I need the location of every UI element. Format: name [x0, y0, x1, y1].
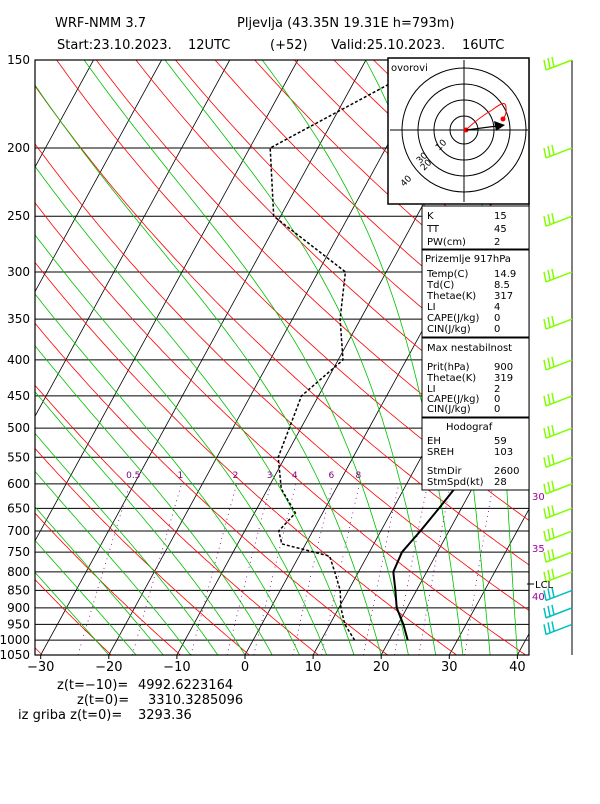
surface-td-label: Td(C) [426, 280, 454, 291]
stmspd-label: StmSpd(kt) [427, 477, 484, 488]
start-date: Start:23.10.2023. [57, 38, 172, 53]
unstable-cin-value: 0 [494, 404, 500, 415]
pressure-tick-label: 750 [7, 545, 30, 559]
pw-label: PW(cm) [427, 237, 466, 248]
temperature-tick-label: −30 [27, 660, 54, 675]
station-title: Pljevlja (43.35N 19.31E h=793m) [237, 16, 454, 31]
unstable-thetae-value: 319 [494, 373, 513, 384]
temperature-tick-label: 30 [441, 660, 458, 675]
pressure-tick-label: 550 [7, 450, 30, 464]
unstable-thetae-label: Thetae(K) [426, 373, 476, 384]
mixing-ratio-label: 2 [233, 471, 239, 481]
footer-line3-label: iz griba z(t=0)= [18, 708, 122, 723]
pressure-tick-label: 650 [7, 501, 30, 515]
pressure-tick-label: 500 [7, 421, 30, 435]
instability-box: Max nestabilnost Prit(hPa) 900 Thetae(K)… [422, 338, 529, 417]
footer-line1-value: 4992.6223164 [138, 678, 233, 693]
unstable-pres-label: Prit(hPa) [427, 362, 470, 373]
stmspd-value: 28 [494, 477, 507, 488]
pressure-tick-label: 850 [7, 583, 30, 597]
hodograph-params-box: Hodograf EH 59 SREH 103 StmDir 2600 StmS… [422, 418, 529, 490]
pressure-tick-label: 1000 [0, 633, 30, 647]
pressure-tick-label: 200 [7, 141, 30, 155]
hodograph-inset: ovorovi 10 20 30 40 [388, 58, 529, 204]
temperature-tick-label: 0 [241, 660, 249, 675]
k-index-value: 15 [494, 211, 507, 222]
hodo-params-title: Hodograf [446, 422, 493, 433]
wind-scale-40: 40 [532, 592, 545, 603]
temperature-tick-label: 40 [509, 660, 526, 675]
valid-date: Valid:25.10.2023. [331, 38, 445, 53]
mixing-ratio-label: 6 [329, 471, 335, 481]
pressure-tick-label: 150 [7, 53, 30, 67]
surface-temp-value: 14.9 [494, 269, 516, 280]
unstable-cin-label: CIN(J/kg) [427, 404, 471, 415]
lcl-label: LCL [535, 580, 554, 591]
valid-hour: 16UTC [462, 38, 504, 53]
surface-title: Prizemlje 917hPa [425, 254, 511, 265]
indices-box: K 15 TT 45 PW(cm) 2 [422, 206, 529, 249]
mixing-ratio-label: 1 [178, 471, 184, 481]
temperature-tick-label: 20 [373, 660, 390, 675]
footer-line2-value: 3310.3285096 [148, 693, 243, 708]
pw-value: 2 [494, 237, 500, 248]
mixing-ratio-label: 3 [267, 471, 273, 481]
pressure-tick-label: 450 [7, 389, 30, 403]
temperature-tick-label: 10 [305, 660, 322, 675]
temperature-tick-label: −10 [163, 660, 190, 675]
eh-label: EH [427, 436, 441, 447]
surface-li-label: LI [427, 302, 436, 313]
surface-cape-label: CAPE(J/kg) [427, 313, 480, 324]
stmdir-label: StmDir [427, 466, 462, 477]
surface-cin-value: 0 [494, 324, 500, 335]
wind-scale-35: 35 [532, 544, 545, 555]
pressure-tick-label: 600 [7, 477, 30, 491]
pressure-tick-label: 900 [7, 601, 30, 615]
wind-scale-30: 30 [532, 492, 545, 503]
hodograph-end [501, 117, 506, 122]
footer-line2-label: z(t=0)= [77, 693, 129, 708]
tt-index-value: 45 [494, 224, 507, 235]
surface-li-value: 4 [494, 302, 500, 313]
surface-box: Prizemlje 917hPa Temp(C) 14.9 Td(C) 8.5 … [422, 250, 529, 337]
model-title: WRF-NMM 3.7 [55, 16, 146, 31]
stmdir-value: 2600 [494, 466, 519, 477]
unstable-pres-value: 900 [494, 362, 513, 373]
sreh-label: SREH [427, 447, 454, 458]
surface-thetae-value: 317 [494, 291, 513, 302]
instability-title: Max nestabilnost [427, 343, 512, 354]
lead-hours: (+52) [270, 38, 308, 53]
mixing-ratio-label: 0.5 [126, 471, 140, 481]
mixing-ratio-label: 8 [355, 471, 361, 481]
surface-cin-label: CIN(J/kg) [427, 324, 471, 335]
pressure-tick-label: 1050 [0, 648, 30, 662]
pressure-tick-label: 700 [7, 524, 30, 538]
mixing-ratio-label: 4 [292, 471, 298, 481]
start-hour: 12UTC [188, 38, 230, 53]
footer-line3-value: 3293.36 [138, 708, 192, 723]
footer-line1-label: z(t=−10)= [57, 678, 128, 693]
k-index-label: K [427, 211, 434, 222]
surface-temp-label: Temp(C) [426, 269, 469, 280]
pressure-tick-label: 400 [7, 353, 30, 367]
tt-index-label: TT [426, 224, 440, 235]
temperature-tick-label: −20 [95, 660, 122, 675]
hodograph-title: ovorovi [391, 63, 428, 74]
pressure-tick-label: 350 [7, 312, 30, 326]
surface-td-value: 8.5 [494, 280, 510, 291]
pressure-tick-label: 950 [7, 617, 30, 631]
sreh-value: 103 [494, 447, 513, 458]
pressure-tick-label: 800 [7, 565, 30, 579]
pressure-tick-label: 300 [7, 265, 30, 279]
surface-thetae-label: Thetae(K) [426, 291, 476, 302]
surface-cape-value: 0 [494, 313, 500, 324]
pressure-tick-label: 250 [7, 209, 30, 223]
eh-value: 59 [494, 436, 507, 447]
